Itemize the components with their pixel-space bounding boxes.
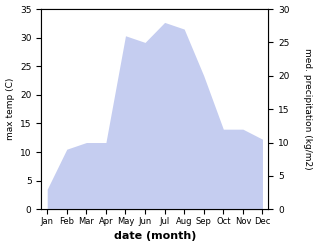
X-axis label: date (month): date (month) bbox=[114, 231, 196, 242]
Y-axis label: med. precipitation (kg/m2): med. precipitation (kg/m2) bbox=[303, 48, 313, 170]
Y-axis label: max temp (C): max temp (C) bbox=[5, 78, 15, 140]
